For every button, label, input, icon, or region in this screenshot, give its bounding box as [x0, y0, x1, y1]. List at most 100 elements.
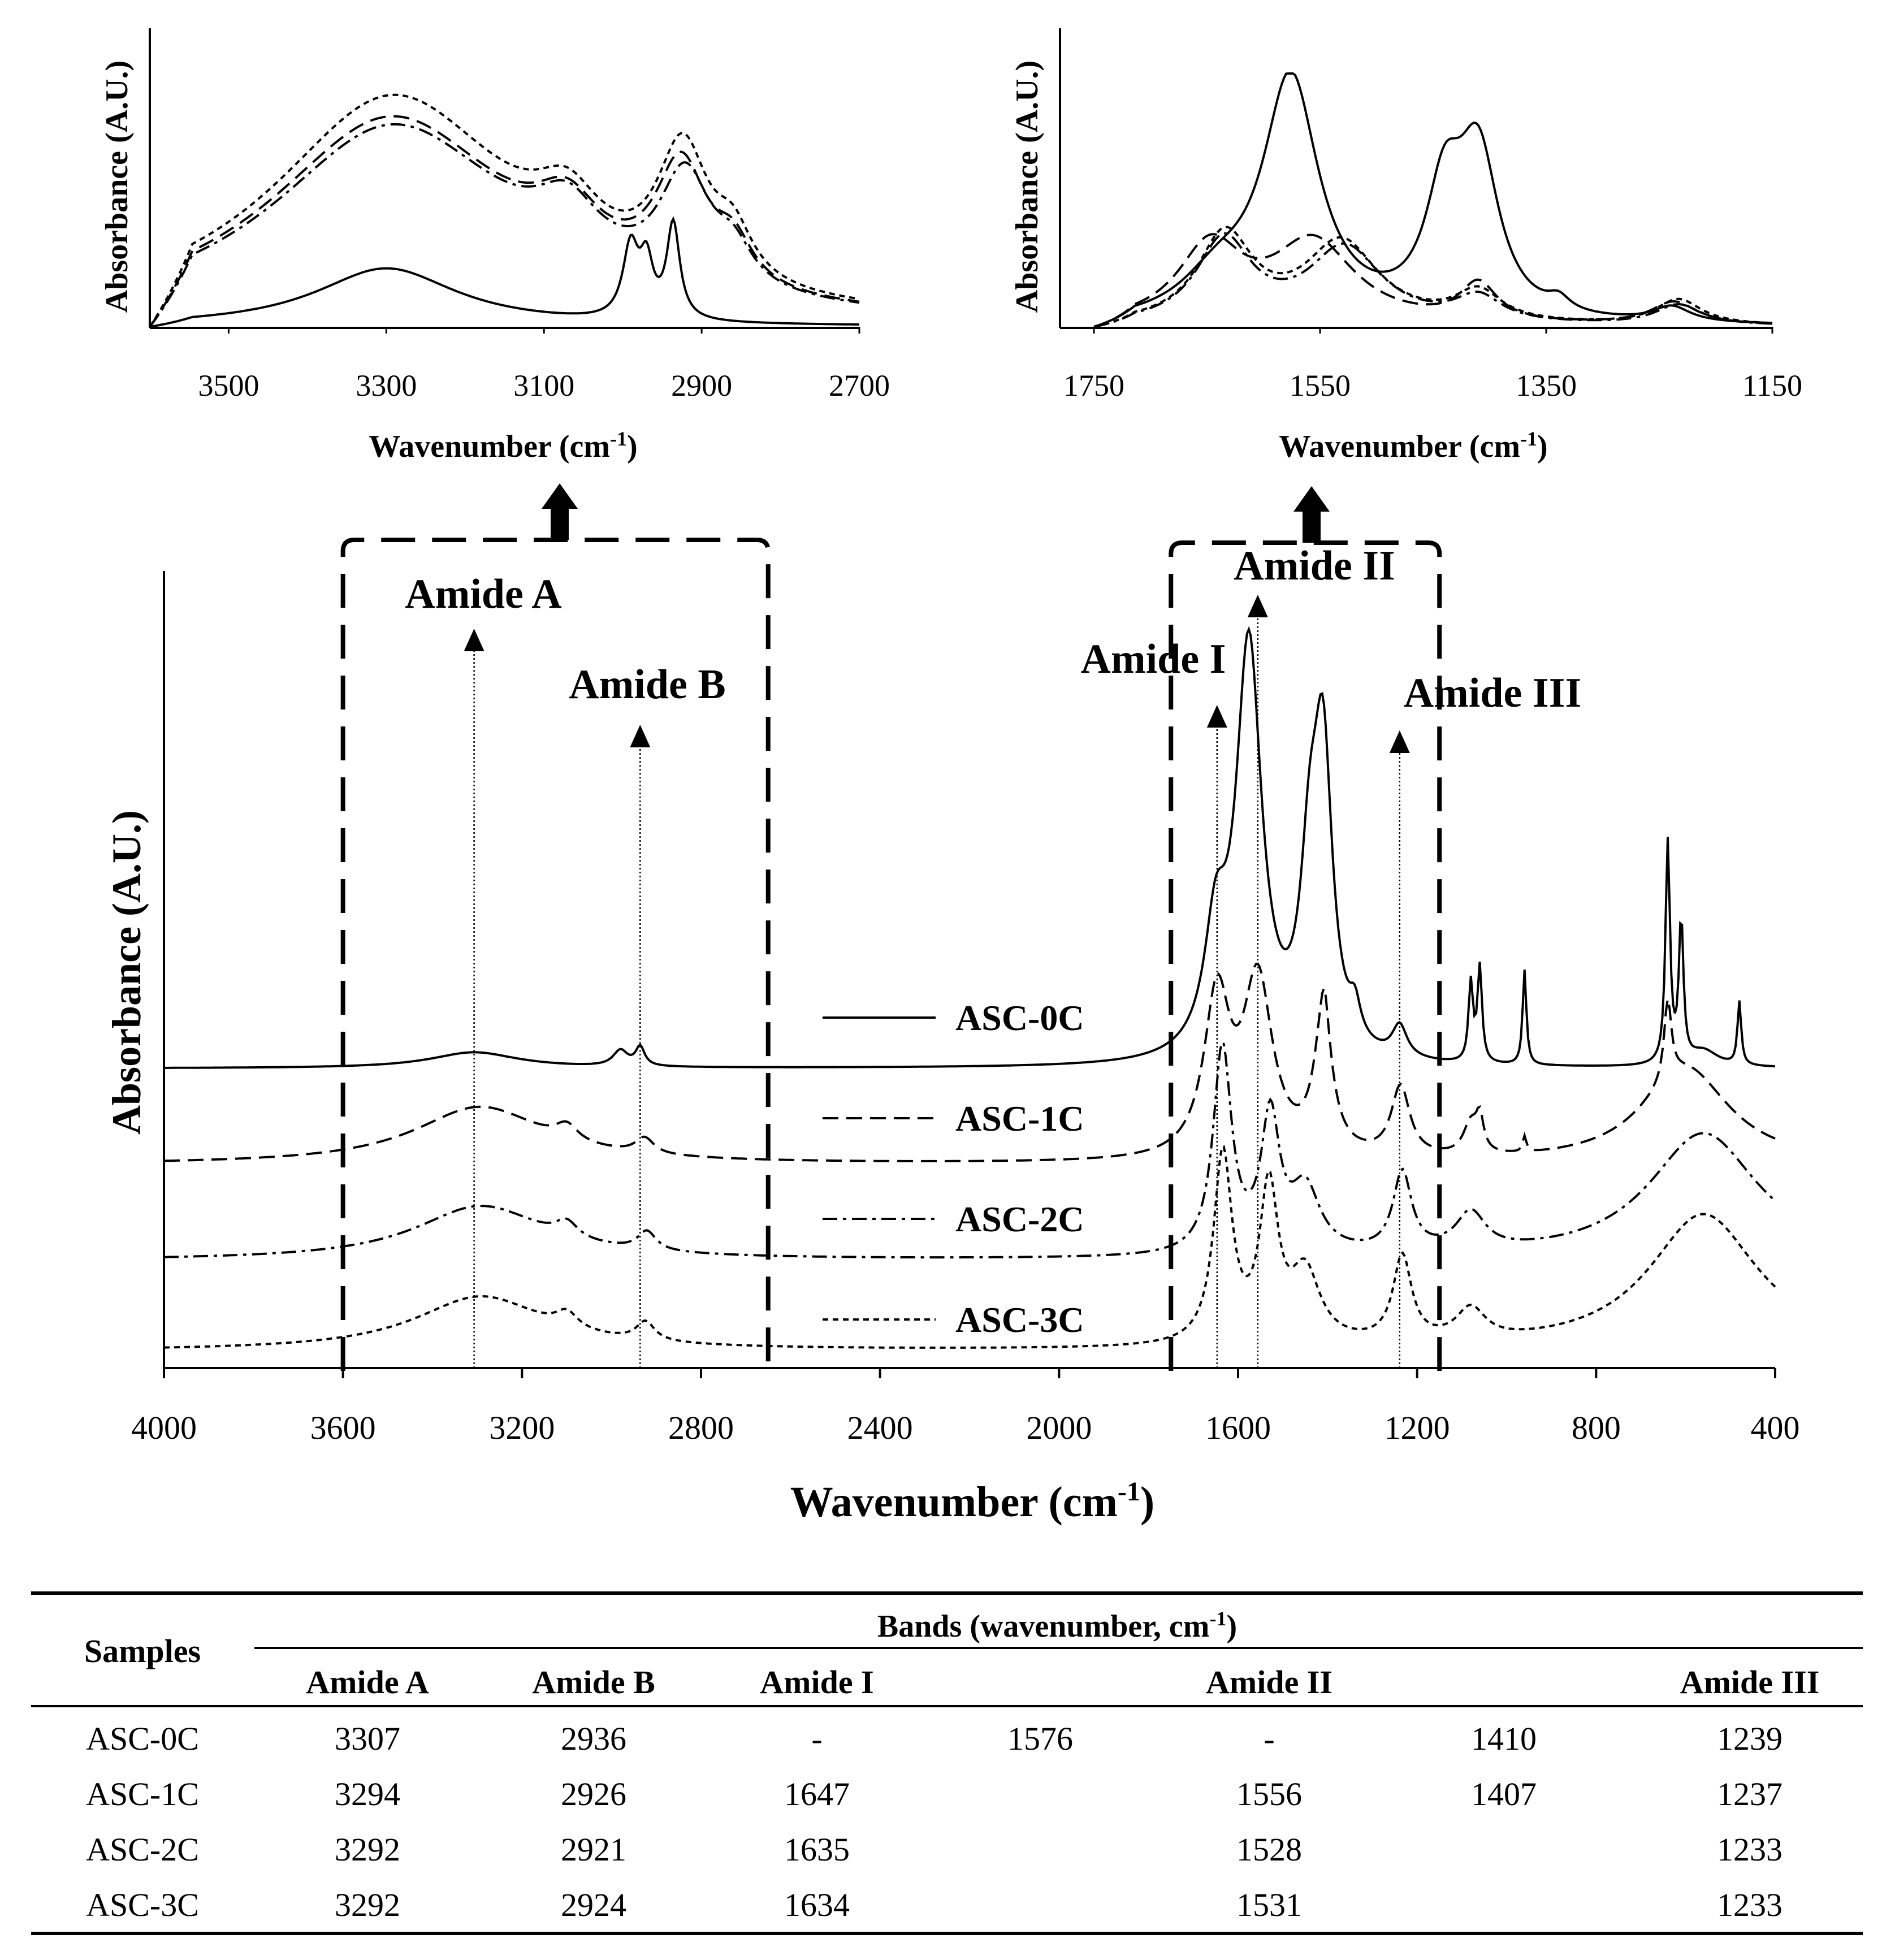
inset-right-series-ASC-1C [1093, 233, 1773, 328]
table-body: ASC-0C 3307 2936 - 1576 - 1410 1239 ASC-1C 3294 29… [86, 1720, 1782, 1923]
zoom-arrow-inset-left [542, 483, 578, 540]
inset-left-x-tick-label-3100: 3100 [513, 369, 574, 403]
table-row: ASC-1C 3294 2926 1647 1556 1407 1237 [86, 1776, 1782, 1812]
annotation-label-amide-ii: Amide II [1234, 543, 1395, 589]
band-table: Samples Bands (wavenumber, cm-1) Amide A… [31, 1591, 1863, 1935]
inset-left-series-ASC-1C [149, 115, 860, 328]
series-line-ASC-1C [163, 962, 1776, 1162]
x-tick-label-3600: 3600 [310, 1409, 376, 1446]
legend-label-ASC-3C: ASC-3C [955, 1300, 1084, 1340]
inset-left-series-ASC-3C [149, 93, 860, 328]
table-cell: 1410 [1471, 1720, 1537, 1757]
inset-right-x-tick-label-1750: 1750 [1063, 369, 1124, 403]
x-tick-label-800: 800 [1572, 1409, 1621, 1446]
table-cell: 1239 [1717, 1720, 1782, 1757]
table-cell: 3294 [335, 1776, 400, 1812]
main-series-group [163, 626, 1776, 1349]
table-cell: 1647 [784, 1776, 850, 1812]
inset-right-x-tick-label-1150: 1150 [1742, 369, 1802, 403]
annotation-arrow-amide-ii [1247, 595, 1268, 617]
inset-right-series-ASC-0C [1093, 72, 1773, 328]
zoom-arrow-inset-right [1293, 486, 1330, 543]
annotation-arrow-amide-b [630, 725, 651, 747]
table-row: ASC-2C 3292 2921 1635 1528 1233 [86, 1831, 1782, 1868]
legend-label-ASC-0C: ASC-0C [955, 998, 1084, 1038]
table-cell: 3292 [335, 1887, 400, 1923]
table-cell-sample: ASC-1C [86, 1776, 199, 1812]
inset-left-tick-group: 3500 3300 3100 2900 2700 [198, 327, 890, 403]
table-cell: 2926 [561, 1776, 626, 1812]
inset-left-x-tick-label-3300: 3300 [356, 369, 417, 403]
table-cell: 1531 [1236, 1887, 1302, 1923]
main-tick-group: 4000 3600 3200 2800 2400 2000 1600 1200 800 400 [131, 1368, 1800, 1446]
series-line-ASC-2C [164, 1040, 1776, 1259]
x-tick-label-2800: 2800 [668, 1409, 734, 1446]
table-cell: 2936 [561, 1720, 626, 1757]
inset-right-x-label: Wavenumber (cm-1) [1279, 427, 1547, 464]
annotation-label-amide-a: Amide A [405, 571, 562, 617]
table-col-header-amide-iii: Amide III [1680, 1664, 1820, 1701]
main-x-label: Wavenumber (cm-1) [790, 1477, 1154, 1526]
x-tick-label-2400: 2400 [847, 1409, 913, 1446]
inset-right-tick-group: 1750 1550 1350 1150 [1063, 327, 1802, 403]
table-cell-sample: ASC-2C [86, 1831, 199, 1868]
inset-right-series-group [1093, 72, 1773, 328]
annotation-label-amide-iii: Amide III [1404, 670, 1582, 716]
table-header-samples: Samples [84, 1633, 201, 1669]
inset-left-x-tick-label-2900: 2900 [671, 369, 732, 403]
zoom-box-inset-right [1169, 540, 1442, 1371]
table-cell: 1237 [1717, 1776, 1782, 1812]
main-y-label: Absorbance (A.U.) [104, 810, 149, 1135]
inset-left-series-ASC-2C [149, 123, 860, 328]
table-cell: 1233 [1717, 1887, 1782, 1923]
inset-right-series-ASC-2C [1093, 232, 1773, 328]
table-cell: 3307 [335, 1720, 400, 1757]
table-col-header-amide-b: Amide B [532, 1664, 655, 1701]
inset-left-x-tick-label-2700: 2700 [829, 369, 890, 403]
legend-label-ASC-2C: ASC-2C [955, 1199, 1084, 1239]
x-tick-label-1200: 1200 [1385, 1409, 1450, 1446]
table-cell: 1635 [784, 1831, 850, 1868]
table-cell: 1407 [1471, 1776, 1537, 1812]
table-cell: - [811, 1720, 822, 1757]
series-line-ASC-0C [164, 626, 1776, 1069]
x-tick-label-400: 400 [1751, 1409, 1800, 1446]
table-cell: 1576 [1007, 1720, 1073, 1757]
table-header-bands: Bands (wavenumber, cm-1) [877, 1607, 1237, 1644]
annotation-arrow-amide-iii [1389, 730, 1410, 753]
table-col-header-amide-i: Amide I [760, 1664, 873, 1701]
legend-label-ASC-1C: ASC-1C [955, 1098, 1084, 1139]
annotation-label-amide-i: Amide I [1081, 636, 1226, 682]
table-cell-sample: ASC-0C [86, 1720, 199, 1757]
inset-right-chart: 1750 1550 1350 1150 Absorbance (A.U.) Waven… [1010, 28, 1802, 464]
inset-right-x-tick-label-1350: 1350 [1516, 369, 1577, 403]
inset-left-series-group [149, 93, 860, 328]
inset-left-y-label: Absorbance (A.U.) [99, 60, 135, 313]
inset-left-series-ASC-0C [149, 216, 859, 328]
inset-right-x-tick-label-1550: 1550 [1290, 369, 1351, 403]
x-tick-label-3200: 3200 [489, 1409, 555, 1446]
x-tick-label-4000: 4000 [131, 1409, 197, 1446]
annotation-arrow-amide-a [464, 629, 484, 651]
inset-left-x-label: Wavenumber (cm-1) [369, 427, 637, 464]
table-cell: 1634 [784, 1887, 850, 1923]
table-cell: 2921 [561, 1831, 626, 1868]
table-col-header-amide-ii: Amide II [1206, 1664, 1332, 1701]
table-cell: 3292 [335, 1831, 400, 1868]
table-cell: - [1264, 1720, 1274, 1757]
annotation-arrow-amide-i [1206, 705, 1227, 728]
table-cell: 1233 [1717, 1831, 1782, 1868]
table-row: ASC-3C 3292 2924 1634 1531 1233 [86, 1887, 1782, 1923]
table-col-header-amide-a: Amide A [306, 1664, 429, 1701]
zoom-box-group [340, 483, 1442, 1371]
table-column-headers: Amide A Amide B Amide I Amide II Amide III [306, 1664, 1819, 1701]
x-tick-label-2000: 2000 [1026, 1409, 1092, 1446]
table-row: ASC-0C 3307 2936 - 1576 - 1410 1239 [86, 1720, 1782, 1757]
annotation-label-amide-b: Amide B [569, 661, 726, 708]
inset-right-y-label: Absorbance (A.U.) [1010, 60, 1045, 313]
inset-left-chart: 3500 3300 3100 2900 2700 Absorbance (A.U.) W… [99, 28, 890, 464]
inset-left-x-tick-label-3500: 3500 [198, 369, 259, 403]
table-cell: 2924 [561, 1887, 626, 1923]
